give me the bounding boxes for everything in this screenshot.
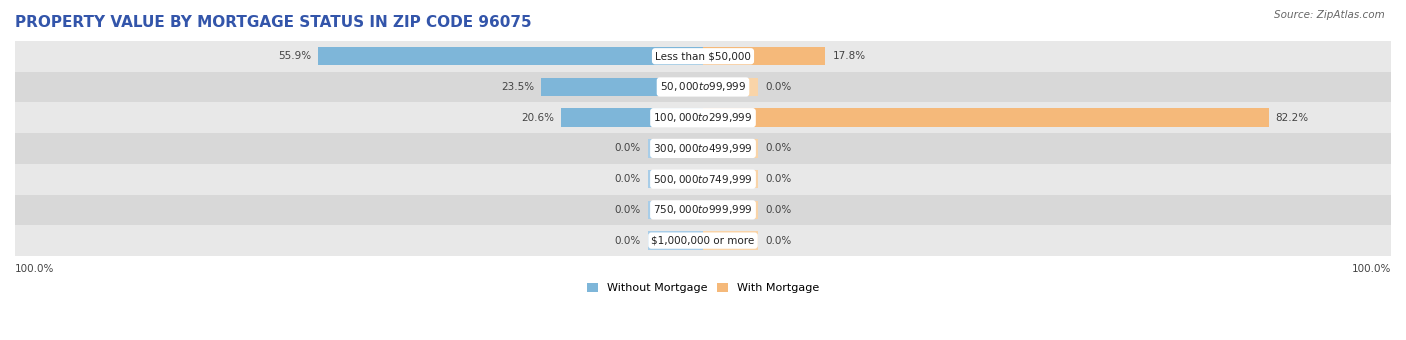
Bar bbox=[703, 47, 825, 66]
Text: 0.0%: 0.0% bbox=[614, 143, 641, 153]
Bar bbox=[15, 133, 1391, 164]
Bar bbox=[15, 164, 1391, 194]
Text: $300,000 to $499,999: $300,000 to $499,999 bbox=[654, 142, 752, 155]
Bar bbox=[703, 108, 1268, 127]
Bar bbox=[15, 194, 1391, 225]
Bar bbox=[561, 108, 703, 127]
Text: PROPERTY VALUE BY MORTGAGE STATUS IN ZIP CODE 96075: PROPERTY VALUE BY MORTGAGE STATUS IN ZIP… bbox=[15, 15, 531, 30]
Text: $500,000 to $749,999: $500,000 to $749,999 bbox=[654, 173, 752, 186]
Bar bbox=[703, 139, 758, 158]
Text: 20.6%: 20.6% bbox=[522, 113, 554, 123]
Text: 100.0%: 100.0% bbox=[1351, 264, 1391, 274]
Bar bbox=[15, 72, 1391, 102]
Bar bbox=[703, 78, 758, 96]
Legend: Without Mortgage, With Mortgage: Without Mortgage, With Mortgage bbox=[582, 278, 824, 298]
Text: 0.0%: 0.0% bbox=[765, 236, 792, 245]
Text: 23.5%: 23.5% bbox=[502, 82, 534, 92]
Bar bbox=[648, 201, 703, 219]
Bar bbox=[648, 232, 703, 250]
Text: 0.0%: 0.0% bbox=[765, 174, 792, 184]
Bar bbox=[15, 102, 1391, 133]
Bar bbox=[648, 170, 703, 188]
Text: 0.0%: 0.0% bbox=[614, 236, 641, 245]
Text: 0.0%: 0.0% bbox=[765, 143, 792, 153]
Text: 17.8%: 17.8% bbox=[832, 51, 866, 61]
Text: Source: ZipAtlas.com: Source: ZipAtlas.com bbox=[1274, 10, 1385, 20]
Bar bbox=[703, 201, 758, 219]
Text: 82.2%: 82.2% bbox=[1275, 113, 1309, 123]
Bar bbox=[15, 225, 1391, 256]
Text: 0.0%: 0.0% bbox=[765, 82, 792, 92]
Bar bbox=[318, 47, 703, 66]
Text: $50,000 to $99,999: $50,000 to $99,999 bbox=[659, 81, 747, 94]
Bar bbox=[703, 170, 758, 188]
Bar bbox=[15, 41, 1391, 72]
Text: 0.0%: 0.0% bbox=[765, 205, 792, 215]
Text: 100.0%: 100.0% bbox=[15, 264, 55, 274]
Bar bbox=[703, 232, 758, 250]
Text: 0.0%: 0.0% bbox=[614, 174, 641, 184]
Text: $750,000 to $999,999: $750,000 to $999,999 bbox=[654, 203, 752, 216]
Bar bbox=[541, 78, 703, 96]
Text: 55.9%: 55.9% bbox=[278, 51, 312, 61]
Text: 0.0%: 0.0% bbox=[614, 205, 641, 215]
Text: Less than $50,000: Less than $50,000 bbox=[655, 51, 751, 61]
Text: $1,000,000 or more: $1,000,000 or more bbox=[651, 236, 755, 245]
Bar bbox=[648, 139, 703, 158]
Text: $100,000 to $299,999: $100,000 to $299,999 bbox=[654, 111, 752, 124]
